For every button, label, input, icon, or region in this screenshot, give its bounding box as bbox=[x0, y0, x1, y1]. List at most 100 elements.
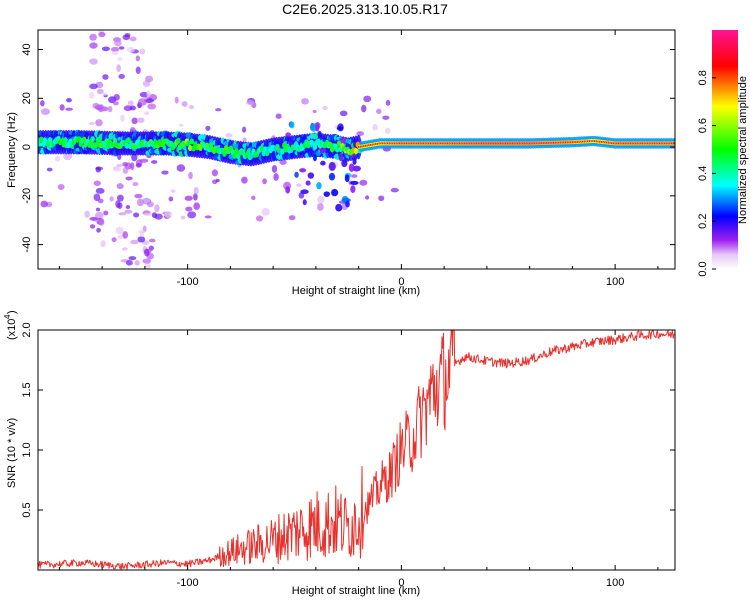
snr-panel: -100 0 100 0.5 1.0 1.5 2.0 Height of straight … bbox=[3, 310, 676, 597]
spectrogram-blob bbox=[328, 161, 336, 171]
spectrogram-speckle bbox=[111, 51, 119, 56]
spectrogram-blob bbox=[338, 153, 343, 162]
spectrogram-speckle bbox=[378, 195, 385, 202]
spectrogram-speckle bbox=[109, 196, 114, 202]
spectrogram-speckle bbox=[107, 105, 113, 113]
snr-yscale: (x10 4 ) bbox=[3, 310, 18, 340]
snr-ticks: -100 0 100 0.5 1.0 1.5 2.0 bbox=[21, 322, 675, 589]
spectrogram-blob bbox=[328, 172, 336, 181]
spectrogram-speckle bbox=[139, 48, 146, 53]
spectrogram-speckle bbox=[63, 153, 73, 161]
spectrogram-speckle bbox=[215, 108, 222, 112]
spectrogram-speckle bbox=[120, 114, 125, 122]
spectrogram-ridge-core bbox=[672, 142, 675, 145]
spectrogram-ridge bbox=[232, 153, 237, 160]
spectrogram-speckle bbox=[59, 104, 65, 111]
spectrogram-ridge bbox=[186, 140, 191, 147]
snr-series-line bbox=[38, 330, 675, 570]
spectrogram-speckle bbox=[188, 171, 193, 180]
spectrogram-speckle bbox=[89, 42, 98, 49]
colorbar-gradient bbox=[712, 30, 738, 269]
spectrogram-ridge bbox=[335, 146, 340, 153]
spectrogram-speckle bbox=[317, 195, 325, 204]
spectrogram-speckle bbox=[193, 202, 201, 210]
spectrogram-blob bbox=[352, 165, 361, 172]
spectrogram-ridge bbox=[126, 137, 131, 144]
spectrogram-speckle bbox=[246, 100, 255, 106]
spectrogram-speckle bbox=[95, 187, 105, 194]
spectrogram-speckle bbox=[151, 160, 158, 164]
x-tick-label: -100 bbox=[177, 577, 199, 589]
spectrogram-ylabel: Frequency (Hz) bbox=[6, 112, 18, 188]
spectrogram-speckle bbox=[148, 238, 156, 243]
spectrogram-speckle bbox=[134, 193, 143, 199]
spectrogram-ridge bbox=[76, 136, 82, 143]
spectrogram-speckle bbox=[184, 195, 193, 201]
spectrogram-speckle bbox=[301, 98, 309, 105]
spectrogram-speckle bbox=[127, 100, 134, 106]
spectrogram-speckle bbox=[212, 179, 218, 185]
spectrogram-frame bbox=[37, 29, 676, 270]
snr-ylabel: SNR (10 * v/v) bbox=[6, 418, 18, 488]
spectrogram-speckle bbox=[164, 211, 173, 219]
spectrogram-speckle bbox=[117, 202, 123, 209]
spectrogram-speckle bbox=[359, 179, 368, 186]
spectrogram-blob bbox=[317, 130, 322, 138]
spectrogram-ridge bbox=[259, 145, 265, 152]
spectrogram-speckle bbox=[142, 258, 152, 264]
spectrogram-speckle bbox=[317, 202, 324, 211]
spectrogram-speckle bbox=[251, 195, 256, 201]
x-tick-label: 100 bbox=[606, 276, 624, 288]
y-tick-label: -20 bbox=[21, 188, 33, 204]
spectrogram-speckle bbox=[136, 117, 145, 123]
spectrogram-speckle bbox=[192, 192, 198, 201]
spectrogram-speckle bbox=[89, 224, 96, 229]
spectrogram-speckle bbox=[180, 215, 186, 220]
spectrogram-blob bbox=[339, 137, 347, 145]
spectrogram-speckle bbox=[126, 46, 135, 53]
spectrogram-speckle bbox=[188, 104, 195, 110]
spectrogram-speckle bbox=[146, 201, 154, 208]
spectrogram-speckle bbox=[143, 212, 153, 216]
spectrogram-speckle bbox=[322, 105, 328, 110]
spectrogram-speckle bbox=[98, 218, 105, 226]
spectrogram-speckle bbox=[118, 73, 125, 79]
spectrogram-speckle bbox=[130, 239, 139, 245]
snr-yscale-paren: ) bbox=[6, 310, 18, 314]
spectrogram-speckle bbox=[361, 104, 367, 113]
spectrogram-blob bbox=[307, 172, 315, 179]
spectrogram-speckle bbox=[174, 96, 179, 104]
spectrogram-speckle bbox=[154, 213, 163, 220]
spectrogram-speckle bbox=[125, 204, 131, 210]
spectrogram-speckle bbox=[89, 58, 98, 65]
spectrogram-speckle bbox=[112, 101, 119, 106]
spectrogram-blob bbox=[300, 189, 309, 195]
colorbar-tick-label: 0.6 bbox=[697, 118, 709, 133]
spectrogram-blob bbox=[289, 121, 295, 129]
spectrogram-ridge bbox=[39, 136, 44, 143]
spectrogram-blob bbox=[344, 174, 350, 183]
colorbar: 0.0 0.2 0.4 0.6 0.8 Normalized spectral ampl… bbox=[697, 30, 749, 277]
spectrogram-ridge bbox=[124, 142, 130, 149]
spectrogram-speckle bbox=[382, 115, 390, 120]
spectrogram-ridge bbox=[189, 138, 195, 145]
colorbar-label: Normalized spectral amplitude bbox=[737, 76, 749, 224]
spectrogram-blob bbox=[285, 132, 291, 137]
spectrogram-speckle bbox=[125, 260, 133, 266]
spectrogram-ridge bbox=[234, 148, 239, 155]
spectrogram-blob bbox=[345, 138, 351, 144]
spectrogram-speckle bbox=[204, 215, 212, 219]
spectrogram-speckle bbox=[97, 104, 105, 113]
spectrogram-speckle bbox=[145, 262, 151, 269]
spectrogram-speckle bbox=[125, 176, 133, 181]
spectrogram-speckle bbox=[96, 227, 101, 233]
spectrogram-speckle bbox=[115, 226, 124, 235]
spectrogram-speckle bbox=[102, 74, 109, 80]
spectrogram-speckle bbox=[339, 110, 348, 117]
spectrogram-blob bbox=[316, 151, 321, 156]
spectrogram-speckle bbox=[271, 164, 278, 173]
spectrogram-speckle bbox=[116, 194, 124, 202]
spectrogram-speckle bbox=[117, 57, 123, 61]
snr-xlabel: Height of straight line (km) bbox=[292, 585, 420, 597]
spectrogram-ridge bbox=[336, 140, 342, 147]
